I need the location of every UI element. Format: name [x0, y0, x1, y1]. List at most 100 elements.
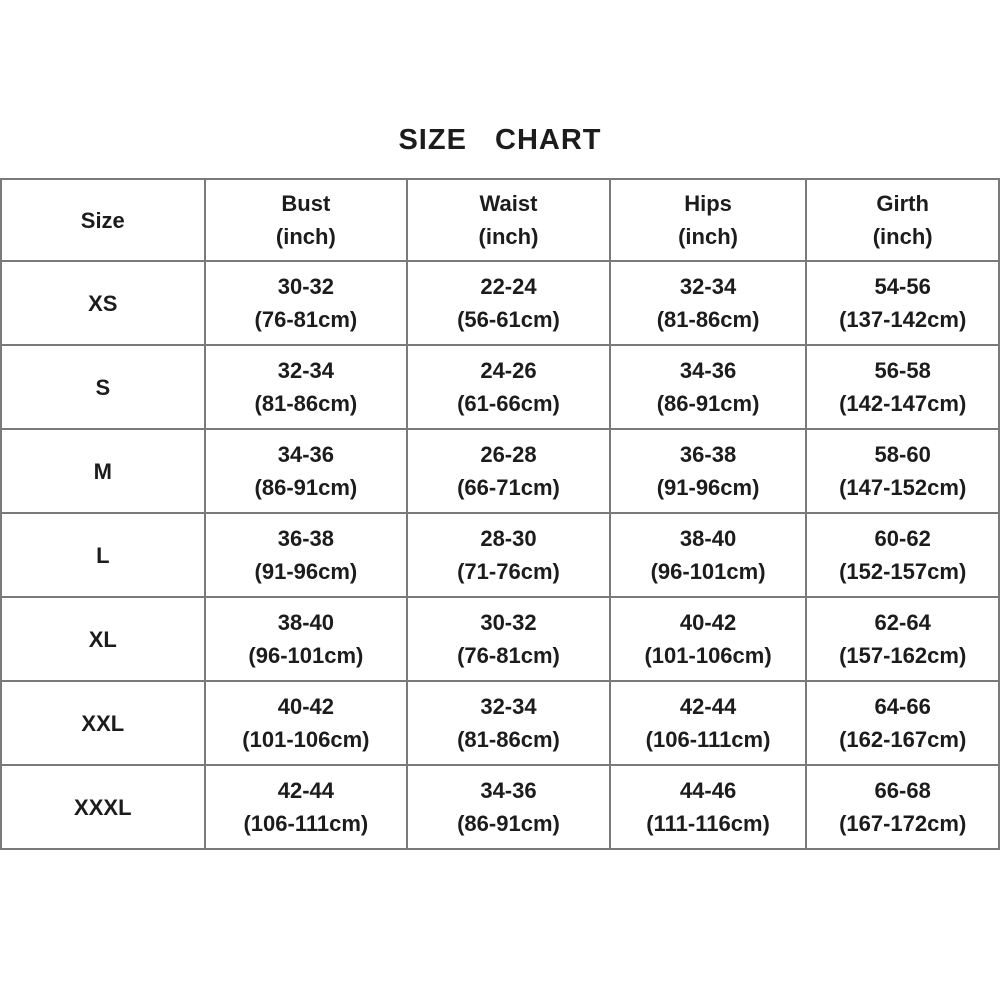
header-label: Girth — [876, 191, 929, 216]
page-title: SIZE CHART — [398, 124, 602, 156]
inch-value: 32-34 — [277, 358, 335, 383]
cm-value: (56-61cm) — [457, 307, 560, 332]
header-unit: (inch) — [275, 224, 336, 249]
header-waist: Waist (inch) — [406, 178, 611, 262]
inch-value: 38-40 — [277, 610, 335, 635]
inch-value: 26-28 — [480, 442, 537, 467]
measurement-cell: 58-60 (147-152cm) — [805, 428, 1000, 514]
measurement-cell: 32-34 (81-86cm) — [406, 680, 611, 766]
cm-value: (86-91cm) — [656, 391, 760, 416]
size-cell: XL — [0, 596, 206, 682]
header-unit: (inch) — [872, 224, 933, 249]
inch-value: 24-26 — [480, 358, 537, 383]
size-cell: L — [0, 512, 206, 598]
cm-value: (162-167cm) — [839, 727, 967, 752]
inch-value: 22-24 — [480, 274, 537, 299]
inch-value: 36-38 — [679, 442, 737, 467]
inch-value: 36-38 — [277, 526, 335, 551]
cm-value: (81-86cm) — [656, 307, 760, 332]
measurement-cell: 66-68 (167-172cm) — [805, 764, 1000, 850]
inch-value: 42-44 — [277, 778, 335, 803]
measurement-cell: 34-36 (86-91cm) — [608, 344, 808, 430]
cm-value: (81-86cm) — [457, 727, 560, 752]
inch-value: 32-34 — [679, 274, 737, 299]
measurement-cell: 36-38 (91-96cm) — [203, 512, 409, 598]
table-row: XL 38-40 (96-101cm) 30-32 (76-81cm) 40-42 (101… — [0, 596, 1000, 682]
measurement-cell: 56-58 (142-147cm) — [805, 344, 1000, 430]
cm-value: (137-142cm) — [839, 307, 967, 332]
inch-value: 62-64 — [874, 610, 931, 635]
cm-value: (142-147cm) — [839, 391, 967, 416]
cm-value: (61-66cm) — [457, 391, 560, 416]
inch-value: 32-34 — [480, 694, 537, 719]
inch-value: 34-36 — [277, 442, 335, 467]
measurement-cell: 60-62 (152-157cm) — [805, 512, 1000, 598]
inch-value: 42-44 — [679, 694, 737, 719]
cm-value: (76-81cm) — [457, 643, 560, 668]
size-table-body: XS 30-32 (76-81cm) 22-24 (56-61cm) 32-34 (81-8… — [0, 260, 1000, 850]
table-row: XXXL 42-44 (106-111cm) 34-36 (86-91cm) 44-46 (… — [0, 764, 1000, 850]
inch-value: 44-46 — [679, 778, 737, 803]
cm-value: (96-101cm) — [248, 643, 364, 668]
cm-value: (76-81cm) — [254, 307, 358, 332]
cm-value: (66-71cm) — [457, 475, 560, 500]
size-chart-table: Size Bust (inch) Waist (inch) Hips (inch) Girt… — [0, 178, 1000, 850]
measurement-cell: 42-44 (106-111cm) — [608, 680, 808, 766]
size-cell: M — [0, 428, 206, 514]
header-label: Waist — [479, 191, 538, 216]
inch-value: 30-32 — [277, 274, 335, 299]
cm-value: (86-91cm) — [457, 811, 560, 836]
cm-value: (106-111cm) — [243, 811, 369, 836]
cm-value: (111-116cm) — [646, 811, 770, 836]
inch-value: 58-60 — [874, 442, 931, 467]
header-row: Size Bust (inch) Waist (inch) Hips (inch) Girt… — [0, 178, 1000, 262]
inch-value: 56-58 — [874, 358, 931, 383]
inch-value: 40-42 — [277, 694, 335, 719]
cm-value: (81-86cm) — [254, 391, 358, 416]
measurement-cell: 40-42 (101-106cm) — [203, 680, 409, 766]
header-label: Hips — [684, 191, 732, 216]
measurement-cell: 30-32 (76-81cm) — [406, 596, 611, 682]
table-row: XXL 40-42 (101-106cm) 32-34 (81-86cm) 42-44 (1… — [0, 680, 1000, 766]
table-row: L 36-38 (91-96cm) 28-30 (71-76cm) 38-40 (96-10… — [0, 512, 1000, 598]
cm-value: (91-96cm) — [656, 475, 760, 500]
measurement-cell: 30-32 (76-81cm) — [203, 260, 409, 346]
measurement-cell: 36-38 (91-96cm) — [608, 428, 808, 514]
header-unit: (inch) — [478, 224, 539, 249]
size-cell: XXL — [0, 680, 206, 766]
header-girth: Girth (inch) — [805, 178, 1000, 262]
inch-value: 38-40 — [679, 526, 737, 551]
measurement-cell: 26-28 (66-71cm) — [406, 428, 611, 514]
measurement-cell: 32-34 (81-86cm) — [203, 344, 409, 430]
size-cell: XXXL — [0, 764, 206, 850]
header-hips: Hips (inch) — [608, 178, 808, 262]
header-unit: (inch) — [678, 224, 738, 249]
measurement-cell: 34-36 (86-91cm) — [406, 764, 611, 850]
header-bust: Bust (inch) — [203, 178, 409, 262]
table-header: Size Bust (inch) Waist (inch) Hips (inch) Girt… — [0, 178, 1000, 262]
cm-value: (152-157cm) — [839, 559, 967, 584]
measurement-cell: 34-36 (86-91cm) — [203, 428, 409, 514]
measurement-cell: 62-64 (157-162cm) — [805, 596, 1000, 682]
inch-value: 34-36 — [679, 358, 737, 383]
cm-value: (86-91cm) — [254, 475, 358, 500]
inch-value: 60-62 — [874, 526, 931, 551]
table-row: S 32-34 (81-86cm) 24-26 (61-66cm) 34-36 (86-91… — [0, 344, 1000, 430]
table-row: XS 30-32 (76-81cm) 22-24 (56-61cm) 32-34 (81-8… — [0, 260, 1000, 346]
inch-value: 34-36 — [480, 778, 537, 803]
inch-value: 66-68 — [874, 778, 931, 803]
inch-value: 30-32 — [480, 610, 537, 635]
cm-value: (91-96cm) — [254, 559, 358, 584]
measurement-cell: 54-56 (137-142cm) — [805, 260, 1000, 346]
measurement-cell: 24-26 (61-66cm) — [406, 344, 611, 430]
size-cell: S — [0, 344, 206, 430]
inch-value: 28-30 — [480, 526, 537, 551]
measurement-cell: 28-30 (71-76cm) — [406, 512, 611, 598]
measurement-cell: 64-66 (162-167cm) — [805, 680, 1000, 766]
measurement-cell: 32-34 (81-86cm) — [608, 260, 808, 346]
measurement-cell: 38-40 (96-101cm) — [608, 512, 808, 598]
cm-value: (157-162cm) — [839, 643, 967, 668]
cm-value: (106-111cm) — [645, 727, 771, 752]
header-size: Size — [0, 178, 206, 262]
cm-value: (71-76cm) — [457, 559, 560, 584]
